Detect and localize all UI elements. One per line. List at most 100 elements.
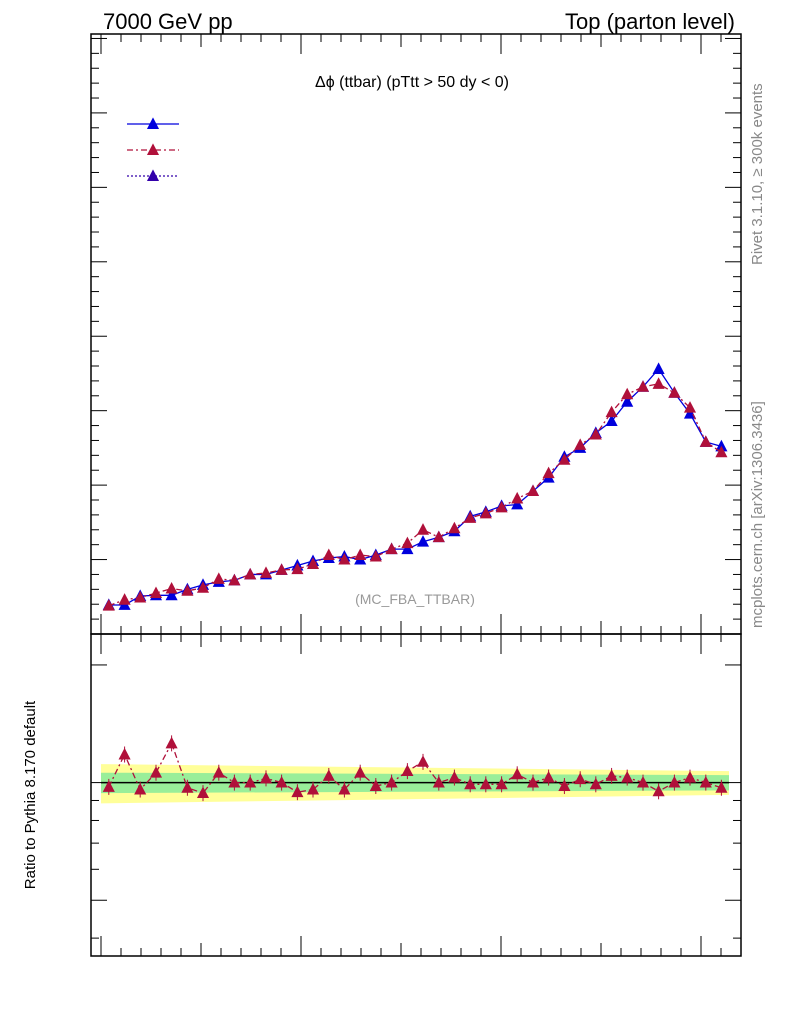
data-point xyxy=(181,584,194,596)
ratio-point xyxy=(636,775,650,788)
ratio-point xyxy=(118,747,131,760)
mcplots-label: mcplots.cern.ch [arXiv:1306.3436] xyxy=(749,401,766,628)
series-pythia-8-170-default-cd xyxy=(102,377,728,611)
data-point xyxy=(636,380,650,392)
ratio-point xyxy=(479,777,492,790)
data-point xyxy=(511,491,524,504)
data-point xyxy=(149,586,163,599)
data-point xyxy=(416,535,430,547)
legend-item xyxy=(127,143,179,155)
ratio-point xyxy=(683,770,697,783)
data-point xyxy=(621,395,634,407)
data-point xyxy=(589,427,602,440)
data-point xyxy=(448,521,461,534)
data-point xyxy=(401,542,414,555)
data-point xyxy=(354,548,367,561)
ratio-point xyxy=(165,736,178,749)
ratio-ylabel: Ratio to Pythia 8.170 default xyxy=(22,700,39,889)
ratio-point xyxy=(385,775,398,788)
ratio-axis-ticks xyxy=(91,664,741,939)
ratio-series-default-cd xyxy=(102,735,728,802)
ratio-point xyxy=(244,775,257,788)
data-point xyxy=(699,435,712,447)
data-point xyxy=(715,439,728,452)
data-point xyxy=(275,563,288,575)
data-point xyxy=(464,511,477,523)
ratio-point xyxy=(621,770,634,783)
main-axis-ticks xyxy=(91,37,741,635)
legend-marker xyxy=(146,117,160,129)
ratio-bands xyxy=(101,764,729,804)
data-point xyxy=(574,438,587,450)
ratio-point xyxy=(149,766,163,778)
ratio-point xyxy=(291,785,304,798)
ratio-point xyxy=(354,766,367,778)
ratio-panel: Ratio to Pythia 8.170 default xyxy=(22,633,742,957)
ratio-point xyxy=(416,755,430,767)
ratio-point xyxy=(306,782,320,795)
ratio-point xyxy=(652,784,665,797)
data-point xyxy=(134,590,147,603)
ratio-point xyxy=(338,782,351,795)
data-point xyxy=(259,566,273,578)
ratio-point xyxy=(322,769,335,781)
series-pythia-8-170-default xyxy=(102,362,728,610)
ratio-point xyxy=(699,775,712,788)
data-point xyxy=(322,548,335,561)
ratio-point xyxy=(574,772,587,785)
ratio-point xyxy=(495,777,508,790)
data-point xyxy=(102,599,115,611)
main-series xyxy=(102,362,728,611)
ratio-point xyxy=(401,764,414,777)
data-point xyxy=(511,497,524,510)
ratio-point xyxy=(369,779,382,791)
data-point xyxy=(196,581,210,593)
data-point xyxy=(228,573,241,586)
ratio-point xyxy=(181,781,194,793)
chart-title: Δϕ (ttbar) (pTtt > 50 dy < 0) xyxy=(315,74,509,91)
ratio-point xyxy=(102,780,115,792)
data-point xyxy=(244,567,257,580)
ratio-point xyxy=(134,782,147,795)
ratio-point xyxy=(432,775,445,788)
data-point xyxy=(306,557,320,569)
main-frame xyxy=(90,33,742,635)
data-point xyxy=(165,588,178,601)
data-point xyxy=(715,445,728,458)
data-point xyxy=(621,387,634,400)
legend xyxy=(127,117,179,181)
ratio-point xyxy=(228,775,241,788)
data-point xyxy=(668,386,681,398)
ratio-point xyxy=(464,777,477,790)
data-point xyxy=(558,453,571,465)
ratio-point xyxy=(511,767,524,780)
ratio-point xyxy=(275,775,288,788)
data-point xyxy=(401,536,414,549)
data-point xyxy=(416,523,430,535)
legend-item xyxy=(127,169,179,181)
ratio-point xyxy=(212,766,225,778)
data-point xyxy=(605,405,618,418)
data-point xyxy=(605,414,618,427)
ratio-point xyxy=(715,781,728,793)
series-line xyxy=(108,367,722,606)
ratio-point xyxy=(558,779,571,791)
data-point xyxy=(495,500,508,513)
analysis-label: (MC_FBA_TTBAR) xyxy=(355,591,475,607)
ratio-point xyxy=(542,770,555,783)
data-point xyxy=(291,562,304,575)
ratio-point xyxy=(526,775,540,788)
legend-marker xyxy=(146,143,160,155)
ratio-frame xyxy=(90,633,742,957)
ratio-point xyxy=(448,770,461,783)
rivet-label: Rivet 3.1.10, ≥ 300k events xyxy=(749,83,766,265)
data-point xyxy=(542,466,555,479)
data-point xyxy=(652,362,665,374)
data-point xyxy=(385,542,398,555)
legend-item xyxy=(127,117,179,129)
data-point xyxy=(212,572,225,584)
data-point xyxy=(683,401,697,413)
ratio-point xyxy=(668,775,681,788)
header-left: 7000 GeV pp xyxy=(103,9,233,34)
